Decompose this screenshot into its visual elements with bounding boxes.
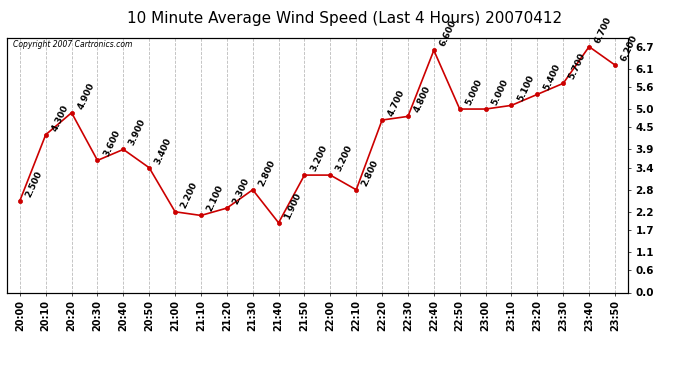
Text: 1.900: 1.900 [283, 191, 303, 220]
Text: 2.100: 2.100 [205, 184, 225, 213]
Text: 4.300: 4.300 [50, 103, 70, 133]
Text: 6.200: 6.200 [619, 33, 639, 63]
Text: 10 Minute Average Wind Speed (Last 4 Hours) 20070412: 10 Minute Average Wind Speed (Last 4 Hou… [128, 11, 562, 26]
Text: 3.200: 3.200 [308, 144, 328, 173]
Text: 2.200: 2.200 [179, 180, 199, 210]
Text: 2.800: 2.800 [360, 158, 380, 188]
Text: 4.700: 4.700 [386, 88, 406, 118]
Text: 3.600: 3.600 [101, 129, 121, 158]
Text: 4.900: 4.900 [76, 81, 96, 111]
Text: 5.100: 5.100 [515, 74, 535, 103]
Text: 4.800: 4.800 [412, 85, 432, 114]
Text: Copyright 2007 Cartronics.com: Copyright 2007 Cartronics.com [13, 40, 132, 49]
Text: 2.300: 2.300 [231, 177, 251, 206]
Text: 6.600: 6.600 [438, 19, 458, 48]
Text: 2.800: 2.800 [257, 158, 277, 188]
Text: 6.700: 6.700 [593, 15, 613, 45]
Text: 3.400: 3.400 [153, 136, 173, 166]
Text: 5.400: 5.400 [542, 63, 562, 92]
Text: 5.000: 5.000 [490, 78, 510, 107]
Text: 5.700: 5.700 [567, 52, 587, 81]
Text: 2.500: 2.500 [24, 170, 44, 199]
Text: 5.000: 5.000 [464, 78, 484, 107]
Text: 3.200: 3.200 [335, 144, 355, 173]
Text: 3.900: 3.900 [128, 118, 148, 147]
